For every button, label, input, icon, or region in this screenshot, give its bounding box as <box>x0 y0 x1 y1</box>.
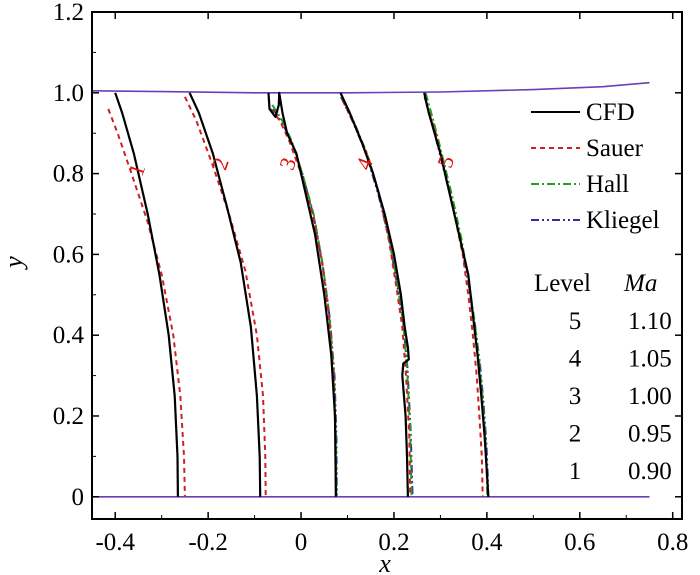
series-line-cfd-level-5 <box>423 92 490 497</box>
level-ma-value: 0.95 <box>628 421 672 448</box>
y-tick-label: 0.8 <box>53 161 84 188</box>
y-tick-label: 0.6 <box>53 241 84 268</box>
upper-wall-line <box>91 81 650 94</box>
level-table: Level Ma 5 1.10 4 1.05 3 1.00 2 0.95 1 0.90 <box>534 270 672 485</box>
level-number: 4 <box>569 346 582 373</box>
legend-label-kliegel: Kliegel <box>586 207 660 234</box>
series-line-cfd-level-2 <box>188 92 262 497</box>
y-tick-label: 0 <box>72 484 85 511</box>
x-tick-label: 0 <box>295 529 308 556</box>
ma-header: Ma <box>623 270 657 297</box>
level-number: 1 <box>569 458 582 485</box>
x-tick-label: -0.2 <box>188 529 228 556</box>
contour-level-label: 2 <box>207 154 234 173</box>
x-tick-label: 0.6 <box>564 529 595 556</box>
x-tick-label: 0.2 <box>378 529 409 556</box>
series-line-cfd-level-3 <box>267 91 337 497</box>
level-ma-value: 1.05 <box>628 346 672 373</box>
level-ma-value: 0.90 <box>628 458 672 485</box>
legend-label-cfd: CFD <box>586 99 635 126</box>
plot-frame <box>91 11 683 520</box>
y-axis-title: y <box>0 256 28 271</box>
level-number: 3 <box>569 383 582 410</box>
series-line-cfd-level-1 <box>114 92 179 497</box>
legend-label-sauer: Sauer <box>586 135 644 162</box>
level-number: 5 <box>569 308 582 335</box>
x-axis-title: x <box>378 549 391 575</box>
level-ma-value: 1.00 <box>628 383 672 410</box>
series-line-sauer-level-4 <box>341 100 412 497</box>
level-ma-value: 1.10 <box>628 308 672 335</box>
y-tick-label: 0.2 <box>53 403 84 430</box>
legend: CFD Sauer Hall Kliegel <box>531 99 660 234</box>
contour-level-label: 5 <box>432 152 459 171</box>
level-header: Level <box>534 270 591 297</box>
contour-level-label: 4 <box>351 154 378 173</box>
x-tick-label: -0.4 <box>95 529 135 556</box>
level-number: 2 <box>569 421 582 448</box>
series-line-sauer-level-1 <box>107 108 186 497</box>
y-tick-label: 1.2 <box>53 0 84 26</box>
y-tick-label: 1.0 <box>53 80 84 107</box>
series-line-cfd-level-4 <box>339 92 410 497</box>
y-tick-label: 0.4 <box>53 322 85 349</box>
x-tick-label: 0.8 <box>657 529 688 556</box>
x-tick-label: 0.4 <box>471 529 503 556</box>
series-line-sauer-level-2 <box>183 96 267 497</box>
legend-label-hall: Hall <box>586 171 629 198</box>
